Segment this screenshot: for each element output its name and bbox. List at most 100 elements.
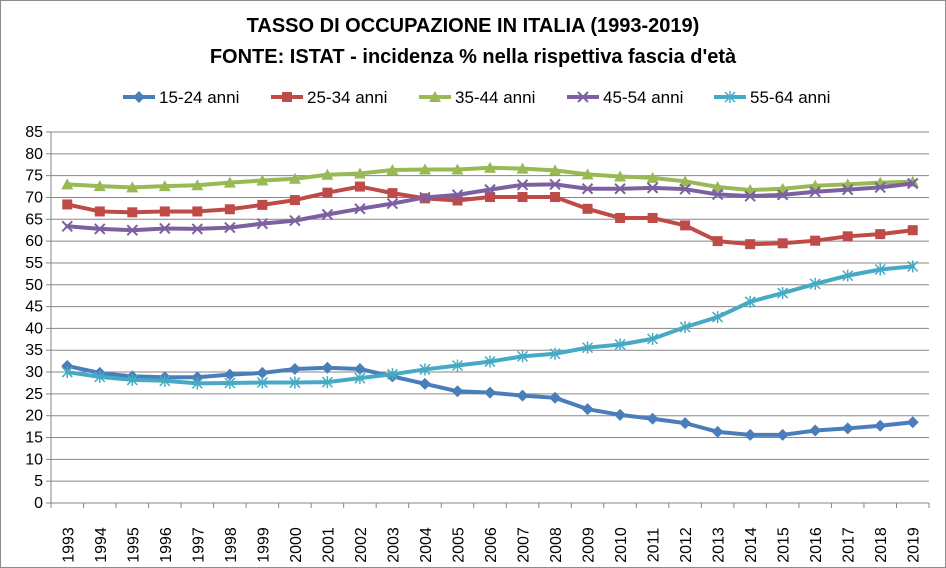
- x-tick-label: 2007: [516, 527, 533, 563]
- data-point-stroke: [126, 224, 139, 236]
- data-point: [159, 222, 171, 235]
- y-tick-label: 40: [25, 320, 43, 337]
- data-point: [256, 217, 269, 230]
- data-point: [516, 179, 529, 191]
- data-point: [419, 363, 431, 376]
- series-4: [61, 177, 919, 236]
- data-point: [354, 181, 365, 192]
- data-point: [646, 182, 659, 194]
- data-point: [354, 372, 366, 385]
- data-point-stroke: [711, 188, 724, 201]
- data-point: [810, 235, 821, 246]
- x-tick-label: 2019: [906, 527, 923, 563]
- data-point: [549, 347, 561, 360]
- data-point: [289, 195, 300, 206]
- data-point: [581, 168, 594, 180]
- legend-label: 45-54 anni: [603, 88, 683, 107]
- data-point-stroke: [191, 223, 204, 235]
- data-point: [158, 180, 171, 192]
- y-tick-label: 55: [25, 255, 43, 272]
- data-point: [288, 172, 301, 184]
- x-tick-label: 2018: [873, 527, 890, 563]
- data-point: [841, 422, 854, 435]
- y-tick-label: 0: [34, 495, 43, 512]
- data-point-stroke: [289, 214, 301, 227]
- data-point: [724, 91, 736, 103]
- data-point: [419, 191, 431, 204]
- data-point: [451, 385, 464, 398]
- data-point: [842, 269, 854, 282]
- data-point: [679, 175, 692, 187]
- data-point: [224, 221, 236, 234]
- data-point: [874, 181, 886, 194]
- x-tick-label: 2003: [385, 527, 402, 563]
- data-point: [386, 197, 399, 210]
- y-tick-label: 30: [25, 364, 43, 381]
- y-tick-label: 45: [25, 299, 43, 316]
- legend-label: 35-44 anni: [455, 88, 535, 107]
- data-point: [256, 366, 269, 379]
- data-point-stroke: [907, 177, 919, 190]
- x-tick-label: 1993: [60, 527, 77, 563]
- data-point: [191, 179, 204, 191]
- chart-subtitle: FONTE: ISTAT - incidenza % nella rispett…: [210, 46, 737, 68]
- data-point: [550, 192, 561, 203]
- y-tick-label: 25: [25, 386, 43, 403]
- data-point: [159, 206, 170, 217]
- y-tick-label: 20: [25, 408, 43, 425]
- data-point: [93, 180, 106, 192]
- data-point: [907, 225, 918, 236]
- data-point: [191, 377, 203, 390]
- data-point: [256, 174, 269, 186]
- data-point: [256, 376, 268, 389]
- y-tick-label: 65: [25, 211, 43, 228]
- data-point: [516, 389, 529, 402]
- x-tick-label: 2002: [353, 527, 370, 563]
- data-point: [711, 425, 724, 438]
- data-point: [418, 163, 431, 175]
- series-5: [61, 260, 919, 390]
- data-point: [288, 363, 301, 376]
- legend-item: 45-54 anni: [567, 88, 683, 107]
- x-tick-label: 1995: [125, 527, 142, 563]
- x-tick-label: 2005: [450, 527, 467, 563]
- data-point: [777, 287, 789, 300]
- data-point-stroke: [256, 217, 269, 230]
- data-point: [282, 92, 292, 102]
- data-point: [126, 181, 139, 193]
- data-point: [191, 223, 204, 235]
- data-point: [386, 163, 399, 175]
- data-point: [289, 214, 301, 227]
- data-point: [679, 183, 691, 195]
- data-point: [582, 341, 594, 354]
- data-point-stroke: [386, 197, 399, 210]
- data-point: [907, 260, 919, 273]
- legend-item: 15-24 anni: [123, 88, 239, 107]
- data-point: [842, 231, 853, 242]
- y-tick-label: 35: [25, 342, 43, 359]
- data-point-stroke: [549, 178, 561, 191]
- data-point: [192, 206, 203, 217]
- data-point: [647, 212, 658, 223]
- data-point-stroke: [159, 222, 171, 235]
- data-point: [744, 295, 756, 308]
- data-point-stroke: [679, 183, 691, 195]
- data-point: [322, 187, 333, 198]
- data-point-stroke: [451, 189, 464, 201]
- data-point: [549, 178, 561, 191]
- data-point: [809, 424, 822, 437]
- data-point: [614, 338, 626, 351]
- y-tick-label: 85: [25, 124, 43, 141]
- data-point: [777, 238, 788, 249]
- data-point: [744, 190, 756, 202]
- data-point: [386, 368, 398, 381]
- data-point: [680, 220, 691, 231]
- data-point: [62, 199, 73, 210]
- data-point: [133, 91, 145, 103]
- data-point: [614, 183, 626, 195]
- legend-label: 25-34 anni: [307, 88, 387, 107]
- data-point: [484, 183, 496, 196]
- data-point: [809, 277, 821, 290]
- data-point: [517, 192, 528, 203]
- data-point: [745, 239, 756, 250]
